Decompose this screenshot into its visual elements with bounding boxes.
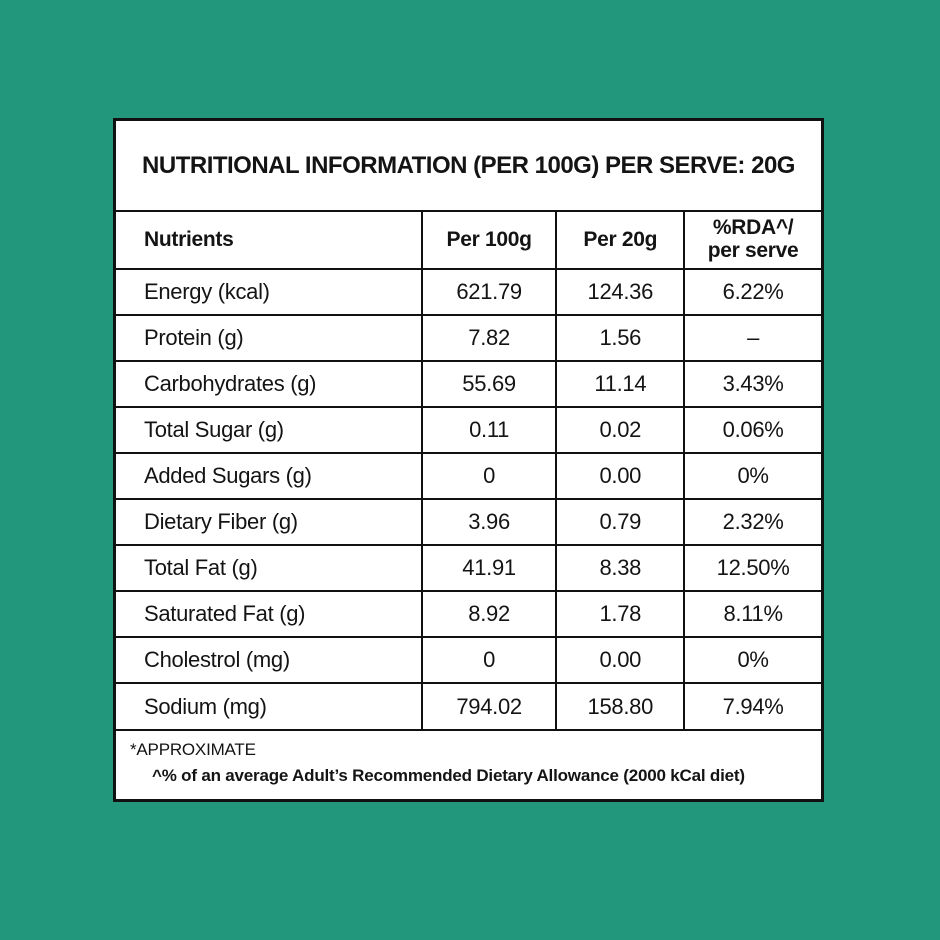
table-row: Dietary Fiber (g) 3.96 0.79 2.32%: [115, 498, 822, 546]
value-per-20g: 0.79: [555, 498, 686, 546]
header-rda-line2: per serve: [707, 239, 799, 262]
table-row: Energy (kcal) 621.79 124.36 6.22%: [115, 268, 822, 316]
value-per-100g: 55.69: [420, 360, 558, 408]
table-row: Cholestrol (mg) 0 0.00 0%: [115, 636, 822, 684]
value-per-100g: 8.92: [420, 590, 558, 638]
nutrition-table: Nutrients Per 100g Per 20g %RDA^/ per se…: [115, 211, 822, 730]
header-rda-per-serve: %RDA^/ per serve: [683, 211, 822, 270]
nutrient-name: Protein (g): [115, 314, 423, 362]
table-row: Total Sugar (g) 0.11 0.02 0.06%: [115, 406, 822, 454]
nutrient-name: Total Fat (g): [115, 544, 423, 592]
value-per-20g: 124.36: [555, 268, 686, 316]
value-per-100g: 0.11: [420, 406, 558, 454]
value-per-20g: 0.00: [555, 452, 686, 500]
table-row: Added Sugars (g) 0 0.00 0%: [115, 452, 822, 500]
header-per-100g: Per 100g: [420, 211, 558, 270]
header-rda-line1: %RDA^/: [712, 216, 794, 240]
table-header-row: Nutrients Per 100g Per 20g %RDA^/ per se…: [115, 211, 822, 270]
value-per-20g: 0.02: [555, 406, 686, 454]
value-rda: 2.32%: [683, 498, 822, 546]
value-rda: 0%: [683, 452, 822, 500]
nutrient-name: Saturated Fat (g): [115, 590, 423, 638]
value-rda: 6.22%: [683, 268, 822, 316]
value-rda: 12.50%: [683, 544, 822, 592]
value-rda: 0%: [683, 636, 822, 684]
value-per-20g: 0.00: [555, 636, 686, 684]
nutrient-name: Added Sugars (g): [115, 452, 423, 500]
value-per-100g: 7.82: [420, 314, 558, 362]
table-row: Saturated Fat (g) 8.92 1.78 8.11%: [115, 590, 822, 638]
nutrition-label-card: NUTRITIONAL INFORMATION (PER 100G) PER S…: [113, 118, 824, 802]
value-rda: 7.94%: [683, 682, 822, 730]
value-per-100g: 41.91: [420, 544, 558, 592]
nutrient-name: Cholestrol (mg): [115, 636, 423, 684]
value-per-100g: 0: [420, 452, 558, 500]
value-per-100g: 794.02: [420, 682, 558, 730]
nutrient-name: Carbohydrates (g): [115, 360, 423, 408]
footnote-approximate: *APPROXIMATE: [130, 740, 256, 759]
label-title: NUTRITIONAL INFORMATION (PER 100G) PER S…: [142, 151, 795, 179]
value-per-20g: 11.14: [555, 360, 686, 408]
value-rda: 3.43%: [683, 360, 822, 408]
header-per-20g: Per 20g: [555, 211, 686, 270]
table-row: Total Fat (g) 41.91 8.38 12.50%: [115, 544, 822, 592]
table-row: Protein (g) 7.82 1.56 –: [115, 314, 822, 362]
table-row: Carbohydrates (g) 55.69 11.14 3.43%: [115, 360, 822, 408]
value-rda: 8.11%: [683, 590, 822, 638]
value-rda: 0.06%: [683, 406, 822, 454]
nutrient-name: Energy (kcal): [115, 268, 423, 316]
nutrient-name: Sodium (mg): [115, 682, 423, 730]
value-per-20g: 1.78: [555, 590, 686, 638]
label-title-block: NUTRITIONAL INFORMATION (PER 100G) PER S…: [116, 121, 821, 212]
value-per-20g: 8.38: [555, 544, 686, 592]
nutrient-name: Dietary Fiber (g): [115, 498, 423, 546]
value-per-100g: 0: [420, 636, 558, 684]
value-per-20g: 1.56: [555, 314, 686, 362]
value-per-100g: 621.79: [420, 268, 558, 316]
value-per-20g: 158.80: [555, 682, 686, 730]
table-row: Sodium (mg) 794.02 158.80 7.94%: [115, 682, 822, 730]
footnotes-block: *APPROXIMATE ^% of an average Adult’s Re…: [116, 729, 821, 799]
header-nutrients: Nutrients: [115, 211, 423, 270]
nutrient-name: Total Sugar (g): [115, 406, 423, 454]
value-per-100g: 3.96: [420, 498, 558, 546]
value-rda: –: [683, 314, 822, 362]
footnote-rda-note: ^% of an average Adult’s Recommended Die…: [152, 766, 745, 785]
